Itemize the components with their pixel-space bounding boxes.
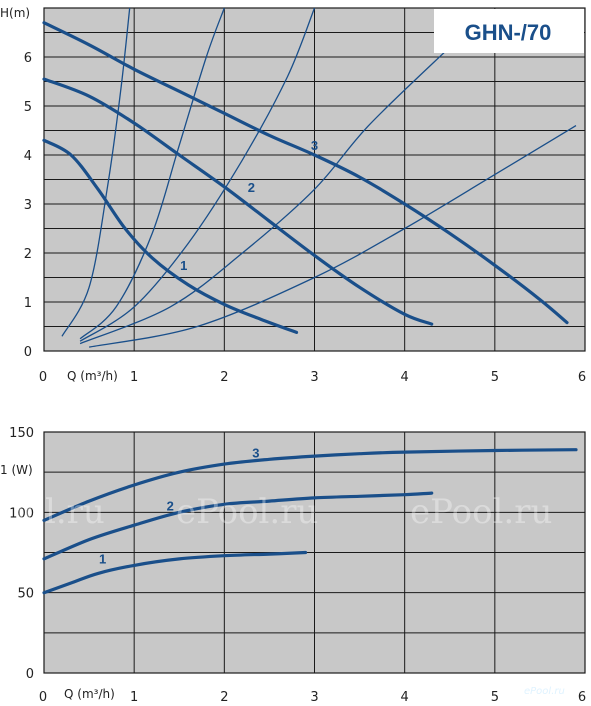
head-y-ticks: 0 1 2 3 4 5 6: [24, 51, 32, 360]
x-tick-label: 0: [39, 690, 47, 705]
plot-frame: [43, 7, 586, 352]
y-tick-label: 6: [24, 51, 32, 66]
x-tick-label: 0: [39, 370, 47, 385]
curve-label: 2: [167, 499, 174, 514]
x-tick-label: 5: [491, 370, 499, 385]
x-tick-label: 5: [491, 690, 499, 705]
curve-label: 2: [248, 180, 255, 195]
head-series: [42, 21, 569, 334]
y-tick-label: 4: [24, 149, 32, 164]
y-tick-label: 2: [24, 247, 32, 262]
x-tick-label: 2: [220, 370, 228, 385]
series-line-2: [42, 491, 434, 561]
power-series: [42, 448, 578, 595]
y-tick-label: 150: [9, 426, 34, 441]
series-line-2: [42, 77, 434, 326]
series-line-3: [42, 448, 578, 522]
power-y-ticks: 0 50 100 150: [9, 426, 34, 682]
head-y-label: H(m): [0, 6, 30, 20]
power-curve-labels: 1 2 3: [99, 446, 260, 567]
system-curve: [61, 7, 131, 337]
x-tick-label: 4: [401, 690, 409, 705]
series-line-1: [42, 550, 308, 595]
y-tick-label: 100: [9, 506, 34, 521]
chart-title: GHN-/70: [465, 20, 552, 45]
x-tick-label: 1: [130, 370, 138, 385]
y-tick-label: 50: [17, 587, 34, 602]
head-system-curves: [61, 7, 577, 348]
y-tick-label: 3: [24, 198, 32, 213]
x-tick-label: 4: [401, 370, 409, 385]
curve-label: 1: [180, 258, 187, 273]
watermark-layer: ool.ru ePool.ru ePool.ru ePool.ru: [4, 492, 565, 697]
plot-frame: [43, 431, 586, 674]
head-curve-labels: 1 2 3: [180, 138, 318, 273]
y-tick-label: 5: [24, 100, 32, 115]
x-tick-label: 3: [310, 370, 318, 385]
curve-label: 3: [311, 138, 318, 153]
x-tick-label: 6: [578, 690, 586, 705]
y-tick-label: 1: [24, 296, 32, 311]
x-tick-label: 2: [220, 690, 228, 705]
system-curve: [88, 125, 577, 348]
series-line-3: [42, 21, 569, 325]
head-x-label: Q (m³/h): [67, 369, 118, 383]
watermark-text: ePool.ru: [410, 492, 552, 532]
watermark-text: ool.ru: [4, 492, 105, 532]
system-curve: [79, 7, 316, 342]
brand-watermark: ePool.ru: [524, 686, 565, 697]
power-y-label: 1 (W): [0, 463, 33, 477]
power-chart: 1 2 3 0 50 100 150 0 1 2 3 4 5 6 1 (W) Q (m³/h): [0, 426, 586, 705]
curve-label: 3: [252, 446, 259, 461]
system-curve: [79, 7, 225, 340]
y-tick-label: 0: [26, 667, 34, 682]
watermark-text: ePool.ru: [176, 492, 318, 532]
series-line-1: [42, 138, 299, 334]
head-grid: [43, 7, 586, 352]
curve-label: 1: [99, 552, 106, 567]
title-box: [434, 9, 584, 53]
x-tick-label: 1: [130, 690, 138, 705]
x-tick-label: 6: [578, 370, 586, 385]
y-tick-label: 0: [24, 345, 32, 360]
x-tick-label: 3: [310, 690, 318, 705]
power-grid: [43, 431, 586, 674]
head-chart: GHN-/70 1 2 3 0 1 2 3 4 5 6 0 1 2 3 4 5 6 H(m) Q (m³/h…: [0, 6, 586, 385]
power-x-ticks: 0 1 2 3 4 5 6: [39, 690, 586, 705]
head-x-ticks: 0 1 2 3 4 5 6: [39, 370, 586, 385]
system-curve: [79, 46, 451, 345]
power-x-label: Q (m³/h): [64, 687, 115, 701]
